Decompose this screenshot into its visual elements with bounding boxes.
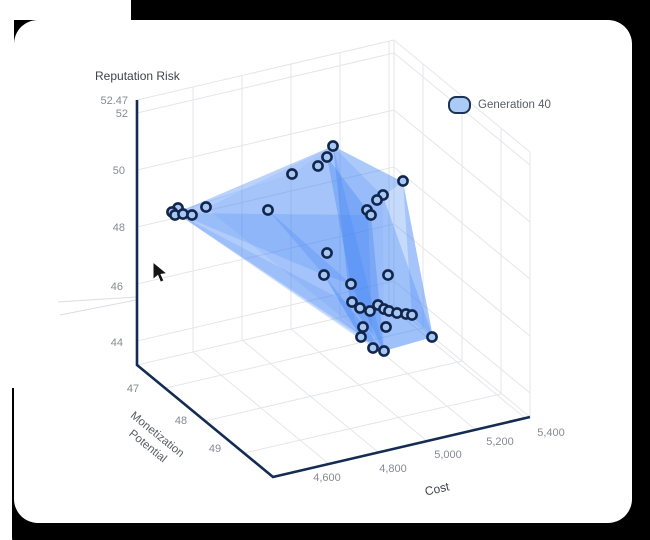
z-axis-title: Reputation Risk xyxy=(95,69,180,83)
data-point-marker[interactable] xyxy=(262,204,274,216)
data-point-marker[interactable] xyxy=(357,321,369,333)
y-axis-tick-label: 48 xyxy=(174,415,188,427)
grid-line xyxy=(204,360,463,422)
z-axis-tick-label: 48 xyxy=(112,222,125,234)
mouse-cursor-icon xyxy=(152,262,169,283)
mesh-polygon xyxy=(333,146,403,196)
mesh-surface xyxy=(174,146,433,351)
mesh-polygon xyxy=(324,275,384,351)
data-point-marker[interactable] xyxy=(200,201,212,213)
mesh-polygon xyxy=(174,146,433,351)
z-axis-tick-label: 52 xyxy=(115,108,128,120)
data-point-marker[interactable] xyxy=(345,278,357,290)
mesh-polygon xyxy=(176,213,373,348)
page-background-left xyxy=(0,0,14,388)
legend[interactable]: Generation 40 xyxy=(448,96,551,114)
legend-swatch xyxy=(448,96,471,114)
z-axis-tick-label: 50 xyxy=(112,165,125,177)
x-axis-tick-label: 4,600 xyxy=(313,472,341,484)
data-point-marker[interactable] xyxy=(318,269,330,281)
mesh-polygon xyxy=(176,146,384,351)
data-point-marker[interactable] xyxy=(354,302,366,314)
grid-line xyxy=(243,393,502,454)
mesh-polygon xyxy=(268,210,351,284)
z-axis-tick-label: 44 xyxy=(110,337,123,349)
legend-label: Generation 40 xyxy=(478,99,551,111)
mesh-polygon xyxy=(403,182,433,337)
grid-line xyxy=(165,327,424,389)
data-point-marker[interactable] xyxy=(406,309,418,321)
faint-line xyxy=(57,296,137,303)
data-point-marker[interactable] xyxy=(382,269,394,281)
data-point-marker[interactable] xyxy=(346,296,358,308)
x-axis-tick-label: 5,200 xyxy=(486,436,514,448)
grid-line xyxy=(393,304,531,418)
data-point-marker[interactable] xyxy=(367,342,379,354)
data-point-marker[interactable] xyxy=(364,305,376,317)
z-axis-tick-label: 46 xyxy=(110,281,123,293)
data-point-marker[interactable] xyxy=(371,194,383,206)
y-axis-tick-label: 49 xyxy=(208,443,222,455)
page-background-top-left xyxy=(0,0,131,20)
data-point-marker[interactable] xyxy=(380,321,392,333)
data-point-marker[interactable] xyxy=(327,140,339,152)
faint-overflow-lines xyxy=(57,296,137,316)
x-axis-tick-label: 5,000 xyxy=(434,449,462,461)
axis-lines xyxy=(135,100,531,479)
axis-line xyxy=(135,100,531,479)
mesh-polygon xyxy=(176,146,333,213)
data-point-marker[interactable] xyxy=(186,209,198,221)
grid-lines xyxy=(136,39,531,465)
mesh-polygon xyxy=(176,213,361,338)
data-point-marker[interactable] xyxy=(355,331,367,343)
data-point-marker[interactable] xyxy=(286,168,298,180)
data-point-marker[interactable] xyxy=(321,247,333,259)
data-point-marker[interactable] xyxy=(321,151,333,163)
faint-line xyxy=(59,299,137,316)
z-axis-tick-label: 52.47 xyxy=(100,95,128,107)
data-point-marker[interactable] xyxy=(397,175,409,187)
mesh-polygon xyxy=(333,146,384,351)
data-point-marker[interactable] xyxy=(312,160,324,172)
mesh-polygon xyxy=(327,157,384,351)
x-axis-tick-label: 4,800 xyxy=(379,463,407,475)
x-axis-tick-label: 5,400 xyxy=(537,427,565,439)
y-axis-tick-label: 47 xyxy=(126,383,140,395)
grid-line xyxy=(136,304,395,366)
scatter-markers[interactable] xyxy=(166,140,438,357)
data-point-marker[interactable] xyxy=(426,331,438,343)
data-point-marker[interactable] xyxy=(365,209,377,221)
data-point-marker[interactable] xyxy=(378,345,390,357)
